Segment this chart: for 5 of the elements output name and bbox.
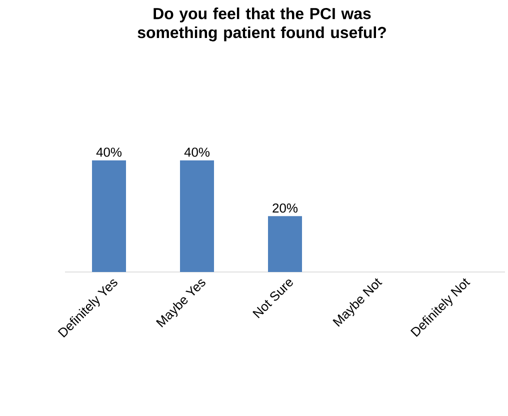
- data-label: 20%: [272, 203, 298, 213]
- chart-title: Do you feel that the PCI was something patient found useful?: [138, 8, 386, 42]
- x-tick-label: Not Sure: [252, 280, 293, 318]
- data-label: 40%: [96, 148, 122, 157]
- data-label: 40%: [184, 148, 210, 157]
